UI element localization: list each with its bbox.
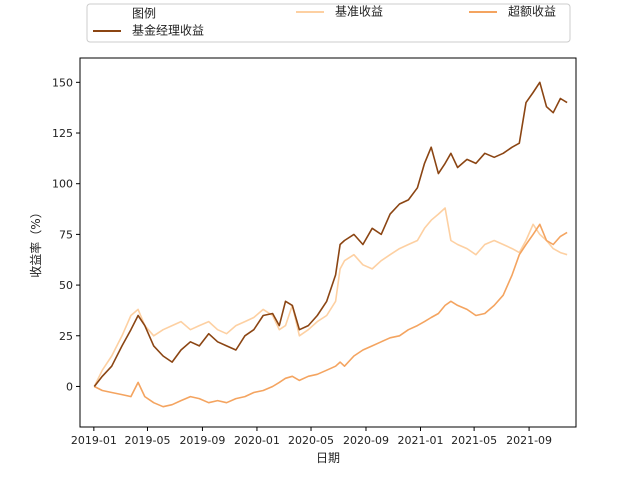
- y-tick-label: 50: [59, 279, 73, 292]
- y-tick-label: 125: [52, 127, 73, 140]
- x-tick-label: 2020-05: [288, 434, 334, 447]
- series-line-fund-manager: [93, 81, 568, 387]
- legend: 图例 基金经理收益 基准收益 超额收益: [86, 3, 571, 43]
- y-tick-label: 25: [59, 330, 73, 343]
- y-axis: 0 25 50 75 100 125 150: [52, 76, 80, 393]
- x-tick-label: 2020-09: [343, 434, 389, 447]
- y-tick-label: 150: [52, 76, 73, 89]
- x-tick-label: 2019-09: [179, 434, 225, 447]
- legend-label-excess: 超额收益: [508, 4, 556, 19]
- y-tick-label: 0: [66, 380, 73, 393]
- y-tick-label: 75: [59, 228, 73, 241]
- y-axis-label: 收益率（%）: [28, 206, 43, 277]
- x-axis: 2019-01 2019-05 2019-09 2020-01 2020-05 2020-…: [71, 427, 552, 447]
- legend-box: [86, 3, 571, 43]
- y-tick-label: 100: [52, 178, 73, 191]
- plot-area: [79, 57, 577, 428]
- x-tick-label: 2019-01: [71, 434, 117, 447]
- series-layer: [93, 81, 568, 408]
- legend-label-fund-manager: 基金经理收益: [132, 23, 204, 38]
- legend-title: 图例: [132, 7, 156, 21]
- x-tick-label: 2021-01: [398, 434, 444, 447]
- x-tick-label: 2021-09: [506, 434, 552, 447]
- series-line-excess: [93, 223, 568, 408]
- series-line-benchmark: [93, 207, 568, 387]
- x-tick-label: 2019-05: [124, 434, 170, 447]
- x-tick-label: 2021-05: [451, 434, 497, 447]
- x-axis-label: 日期: [316, 451, 340, 465]
- legend-label-benchmark: 基准收益: [335, 5, 383, 19]
- x-tick-label: 2020-01: [234, 434, 280, 447]
